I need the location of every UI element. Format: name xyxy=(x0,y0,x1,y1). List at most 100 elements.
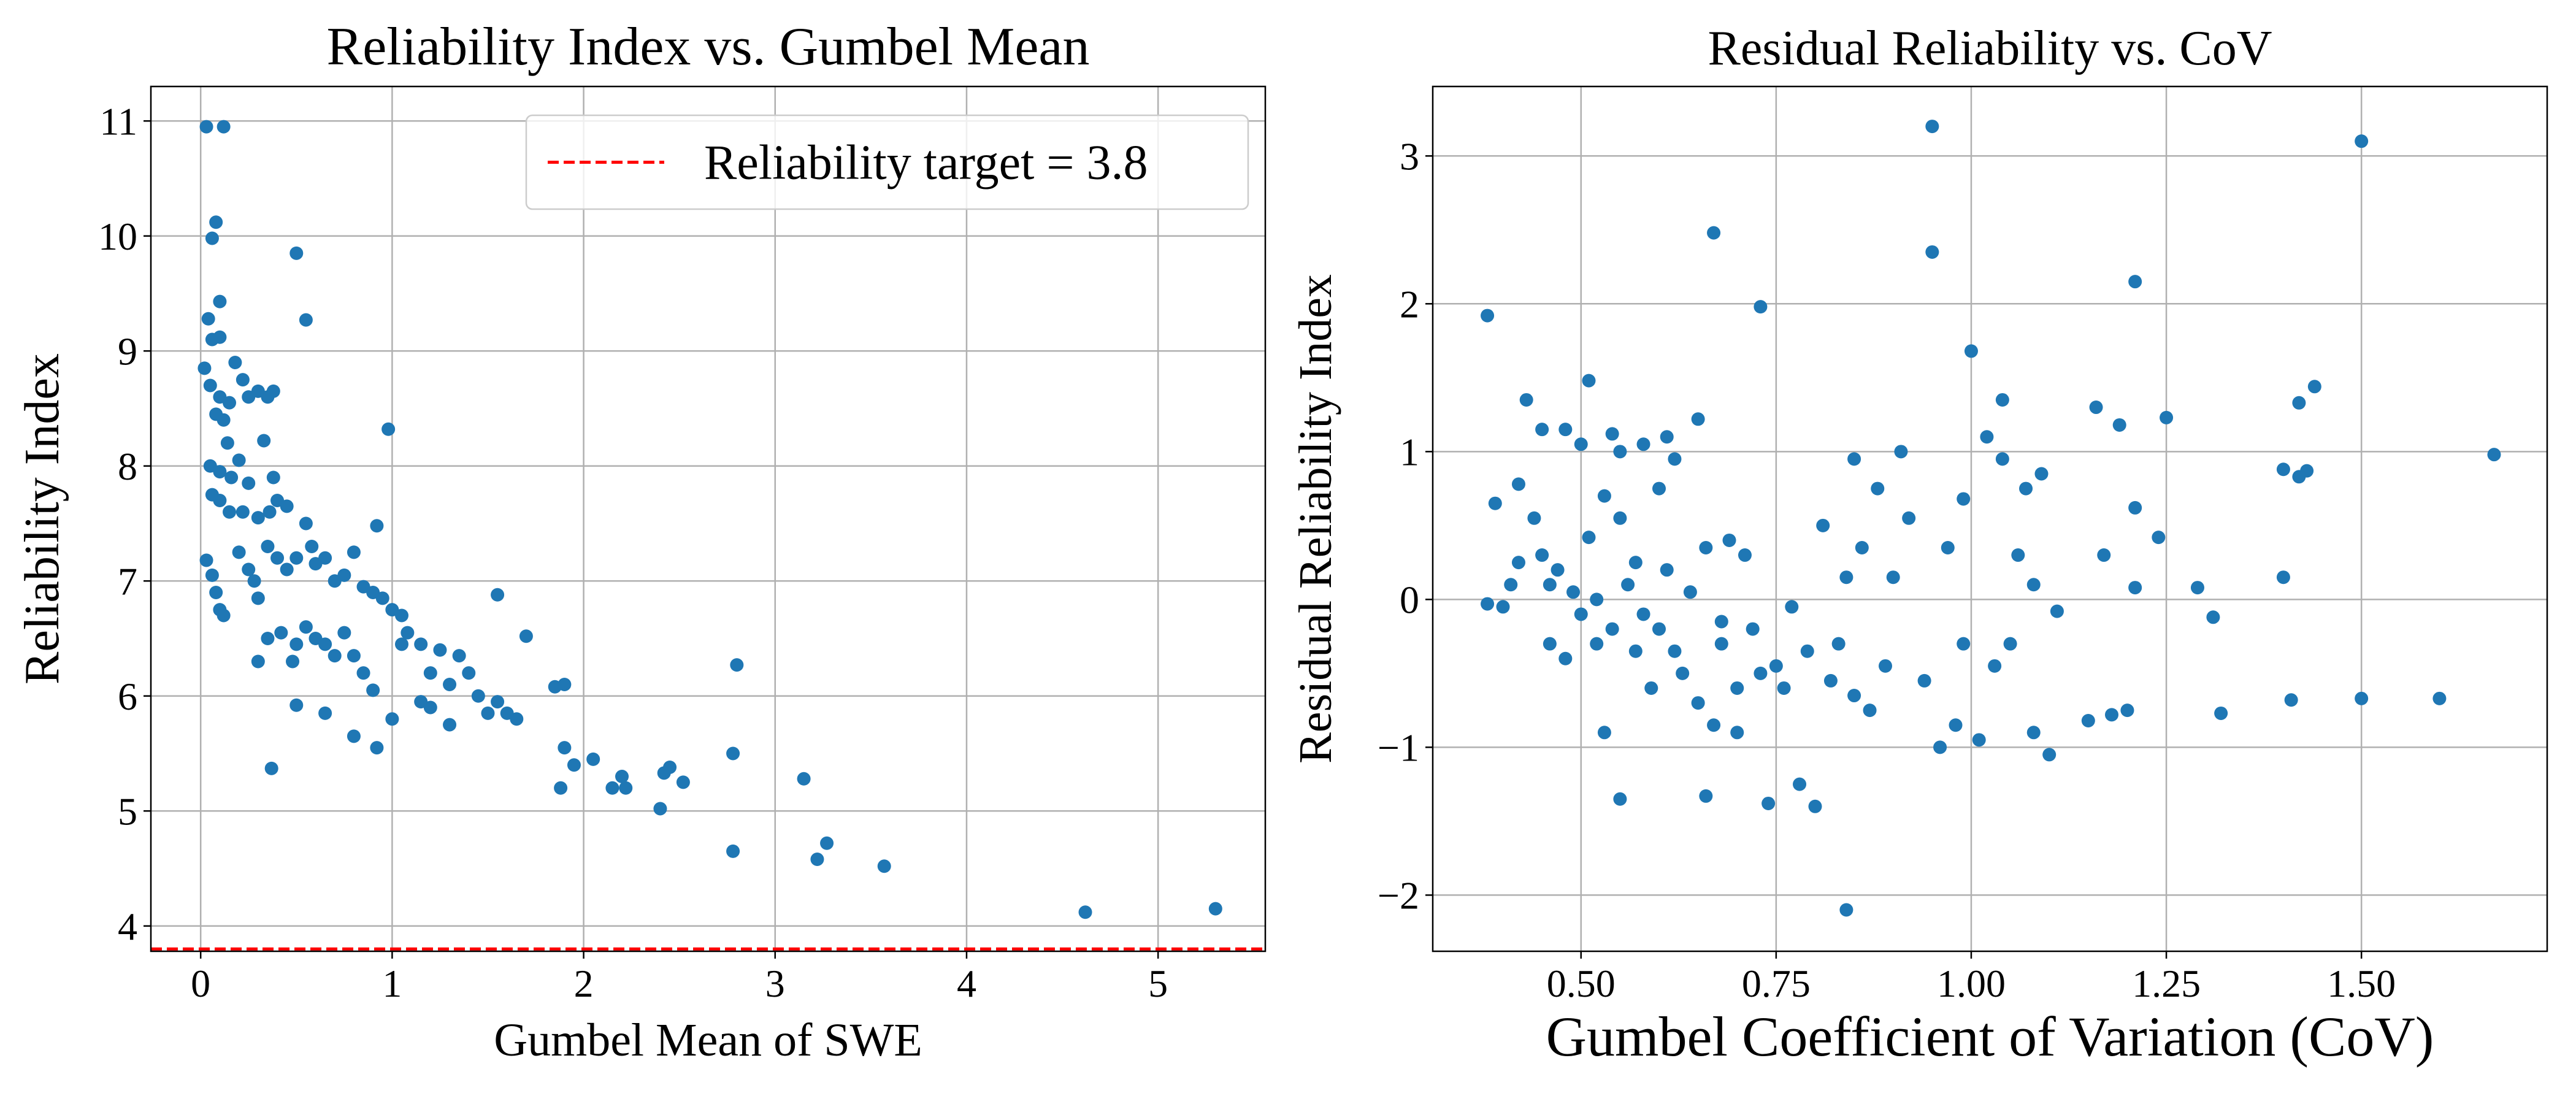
point xyxy=(347,649,361,663)
x-tick-label: 0.50 xyxy=(1547,962,1616,1005)
point xyxy=(1917,673,1931,688)
points xyxy=(1481,120,2501,917)
point xyxy=(586,752,600,766)
subplot: 0.50 0.75 1.00 1.25 1.50 −2 −1 0 1 2 3 Residual Rel… xyxy=(1290,21,2548,1068)
point xyxy=(2160,410,2174,424)
point xyxy=(471,689,485,703)
point xyxy=(217,413,231,427)
point xyxy=(1707,226,1721,240)
point xyxy=(1863,703,1877,718)
point xyxy=(1590,637,1604,651)
point xyxy=(1636,437,1650,451)
point xyxy=(1535,423,1549,437)
point xyxy=(1699,789,1713,803)
y-tick-label: 11 xyxy=(99,99,137,143)
point xyxy=(1785,600,1799,614)
x-tick-label: 2 xyxy=(574,962,594,1005)
point xyxy=(381,422,396,436)
point xyxy=(1816,518,1830,532)
y-tick-label: −1 xyxy=(1378,726,1419,769)
point xyxy=(1582,374,1596,388)
point xyxy=(663,761,677,774)
point xyxy=(270,551,285,565)
point xyxy=(2152,531,2166,545)
point xyxy=(1808,799,1822,813)
point xyxy=(289,698,304,712)
point xyxy=(1519,393,1533,407)
point xyxy=(1644,681,1658,695)
y-tick-label: 1 xyxy=(1400,430,1419,473)
y-tick-label: 3 xyxy=(1400,134,1419,178)
point xyxy=(2034,467,2049,481)
point xyxy=(2104,708,2118,722)
point xyxy=(1957,637,1971,651)
point xyxy=(305,540,319,553)
y-tick-label: 2 xyxy=(1400,282,1419,326)
y-tick-label: 7 xyxy=(118,559,137,603)
y-tick-label: 0 xyxy=(1400,578,1419,621)
point xyxy=(554,781,568,795)
y-tick-label: 4 xyxy=(118,905,137,948)
point xyxy=(257,434,271,448)
point xyxy=(1722,533,1736,547)
point xyxy=(433,643,447,657)
point xyxy=(401,626,415,640)
x-tick-label: 1.00 xyxy=(1937,962,2006,1005)
legend-box xyxy=(525,114,1249,210)
point xyxy=(356,666,370,680)
y-tick-label: 8 xyxy=(118,445,137,488)
point xyxy=(2026,726,2041,740)
point xyxy=(1754,666,1768,680)
point xyxy=(266,384,280,398)
y-tick-label: 6 xyxy=(118,675,137,718)
point xyxy=(213,330,227,344)
y-axis-label: Reliability Index xyxy=(15,353,69,684)
legend-label: Reliability target = 3.8 xyxy=(704,136,1148,190)
point xyxy=(605,781,619,795)
point xyxy=(877,859,891,873)
point xyxy=(2276,462,2290,477)
point xyxy=(228,356,242,369)
point xyxy=(2026,578,2041,592)
point xyxy=(1761,796,1776,810)
point xyxy=(726,746,740,761)
point xyxy=(2276,570,2290,585)
point xyxy=(1574,607,1588,621)
point xyxy=(1925,120,1939,134)
chart-title: Reliability Index vs. Gumbel Mean xyxy=(327,17,1090,77)
point xyxy=(223,396,237,410)
point xyxy=(251,591,265,605)
point xyxy=(1511,556,1525,570)
point xyxy=(2355,134,2369,148)
point xyxy=(242,562,256,577)
point xyxy=(820,836,834,850)
point xyxy=(223,505,237,519)
point xyxy=(1972,733,1986,747)
point xyxy=(213,494,227,507)
point xyxy=(1636,607,1650,621)
point xyxy=(264,761,278,775)
point xyxy=(213,465,227,479)
x-tick-label: 1.25 xyxy=(2132,962,2201,1005)
point xyxy=(1676,666,1690,680)
point xyxy=(199,120,213,134)
point xyxy=(462,666,476,680)
point xyxy=(1660,563,1674,577)
point xyxy=(558,741,572,755)
point xyxy=(1613,792,1627,806)
point xyxy=(653,802,667,816)
point xyxy=(299,313,313,327)
point xyxy=(1551,563,1565,577)
point xyxy=(1660,430,1674,444)
point xyxy=(1605,427,1619,441)
point xyxy=(1628,644,1643,658)
point xyxy=(1652,622,1666,636)
point xyxy=(197,361,212,375)
point xyxy=(242,476,256,490)
point xyxy=(1964,344,1978,358)
point xyxy=(385,712,399,726)
point xyxy=(443,678,457,691)
point xyxy=(1988,659,2002,673)
point xyxy=(797,772,811,786)
point xyxy=(676,775,690,789)
